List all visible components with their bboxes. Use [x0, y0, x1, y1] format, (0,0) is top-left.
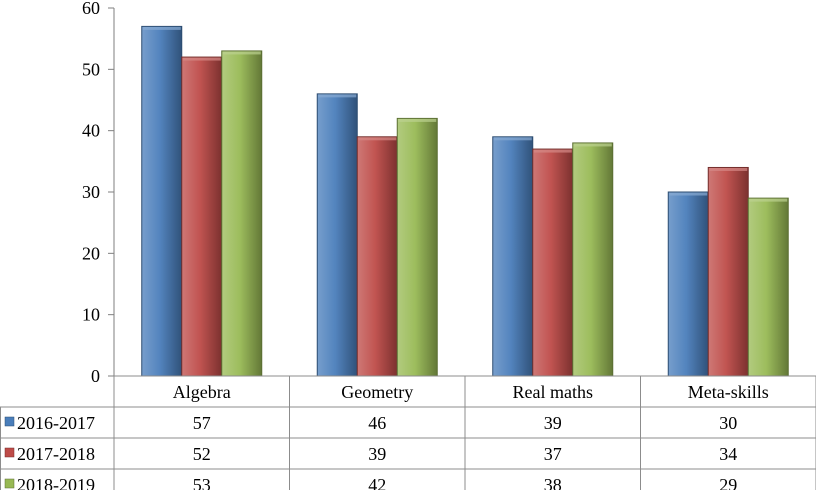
- bar-2016-2017-algebra: [141, 25, 183, 377]
- bar-highlight: [358, 137, 397, 141]
- bar-highlight: [749, 198, 788, 202]
- legend-label: 2018-2019: [17, 475, 95, 490]
- bar-2017-2018-geometry: [356, 136, 398, 377]
- table-cell-value: 38: [544, 475, 562, 490]
- bar-2017-2018-meta-skills: [707, 166, 749, 377]
- table-cell-value: 46: [368, 413, 386, 433]
- category-label: Real maths: [513, 382, 593, 402]
- bar-2018-2019-real-maths: [572, 142, 614, 377]
- bar-highlight: [142, 26, 181, 30]
- bar-highlight: [533, 149, 572, 153]
- table-cell-value: 52: [193, 444, 211, 464]
- category-label: Algebra: [173, 382, 231, 402]
- table-cell-value: 53: [193, 475, 211, 490]
- y-tick-label: 60: [82, 0, 100, 18]
- axis-layer: 0 10 20 30 40 50 60: [82, 0, 115, 386]
- y-tick-label: 50: [82, 59, 100, 79]
- bar-highlight: [709, 167, 748, 171]
- legend-label: 2016-2017: [17, 413, 95, 433]
- y-tick-label: 30: [82, 182, 100, 202]
- table-cell-value: 57: [193, 413, 211, 433]
- bar-2018-2019-geometry: [396, 117, 438, 377]
- y-tick-label: 0: [91, 366, 100, 386]
- data-table: Algebra Geometry Real maths Meta-skills 2016…: [0, 375, 816, 490]
- y-tick-label: 10: [82, 305, 100, 325]
- table-cell-value: 42: [368, 475, 386, 490]
- y-tick-label: 40: [82, 121, 100, 141]
- bars-layer: [141, 25, 789, 377]
- category-label: Geometry: [341, 382, 413, 402]
- bar-highlight: [182, 57, 221, 61]
- bar-2016-2017-meta-skills: [667, 191, 709, 377]
- category-label: Meta-skills: [688, 382, 769, 402]
- table-cell-value: 37: [544, 444, 562, 464]
- table-cell-value: 39: [544, 413, 562, 433]
- y-tick-label: 20: [82, 243, 100, 263]
- bar-highlight: [493, 137, 532, 141]
- bar-2018-2019-algebra: [221, 50, 263, 377]
- bar-highlight: [318, 94, 357, 98]
- bar-highlight: [222, 51, 261, 55]
- bar-highlight: [669, 192, 708, 196]
- table-cell-value: 29: [719, 475, 737, 490]
- bar-2017-2018-real-maths: [532, 148, 574, 377]
- legend-key: [4, 416, 15, 427]
- legend-label: 2017-2018: [17, 444, 95, 464]
- bar-highlight: [398, 118, 437, 122]
- legend-key: [4, 478, 15, 489]
- table-cell-value: 39: [368, 444, 386, 464]
- bar-2018-2019-meta-skills: [747, 197, 789, 377]
- bar-2016-2017-real-maths: [492, 136, 534, 377]
- bar-2016-2017-geometry: [316, 93, 358, 377]
- table-cell-value: 30: [719, 413, 737, 433]
- bar-2017-2018-algebra: [181, 56, 223, 377]
- legend-key: [4, 447, 15, 458]
- bar-highlight: [573, 143, 612, 147]
- table-cell-value: 34: [719, 444, 737, 464]
